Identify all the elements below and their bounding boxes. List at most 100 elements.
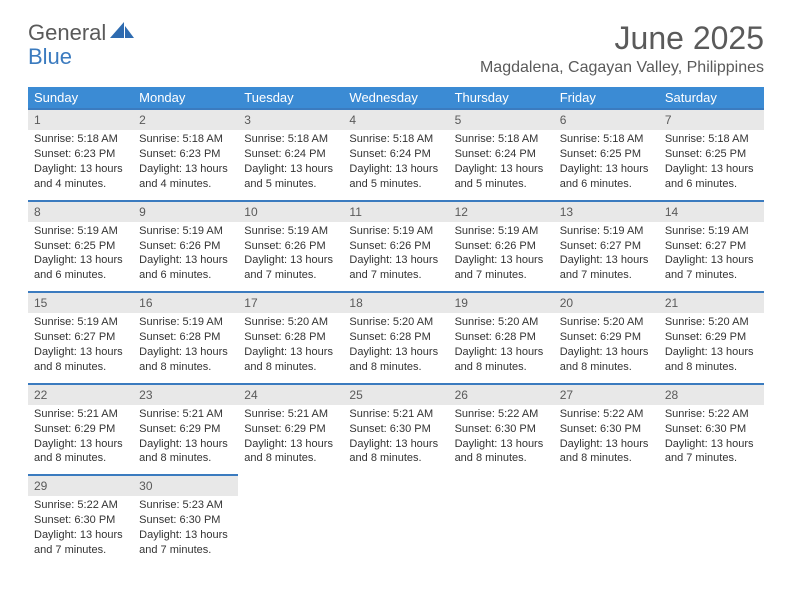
- day-body: Sunrise: 5:18 AMSunset: 6:24 PMDaylight:…: [238, 130, 343, 199]
- day-cell: 14 Sunrise: 5:19 AMSunset: 6:27 PMDayligh…: [659, 201, 764, 293]
- sunset-line: Sunset: 6:27 PM: [34, 330, 127, 345]
- sunrise-line: Sunrise: 5:18 AM: [244, 132, 337, 147]
- day-body: Sunrise: 5:21 AMSunset: 6:30 PMDaylight:…: [343, 405, 448, 474]
- month-title: June 2025: [480, 20, 764, 57]
- day-cell: [554, 475, 659, 566]
- day-body: Sunrise: 5:20 AMSunset: 6:29 PMDaylight:…: [554, 313, 659, 382]
- daylight-line: Daylight: 13 hours and 5 minutes.: [455, 162, 548, 192]
- sunset-line: Sunset: 6:25 PM: [665, 147, 758, 162]
- sunrise-line: Sunrise: 5:21 AM: [139, 407, 232, 422]
- daylight-line: Daylight: 13 hours and 8 minutes.: [560, 345, 653, 375]
- day-number: 29: [28, 476, 133, 496]
- sunset-line: Sunset: 6:26 PM: [244, 239, 337, 254]
- sail-icon: [110, 22, 134, 45]
- day-cell: 10Sunrise: 5:19 AMSunset: 6:26 PMDayligh…: [238, 201, 343, 293]
- day-body: Sunrise: 5:21 AMSunset: 6:29 PMDaylight:…: [238, 405, 343, 474]
- sunrise-line: Sunrise: 5:19 AM: [455, 224, 548, 239]
- sunrise-line: Sunrise: 5:20 AM: [560, 315, 653, 330]
- sunrise-line: Sunrise: 5:20 AM: [349, 315, 442, 330]
- day-number: 30: [133, 476, 238, 496]
- day-cell: 4Sunrise: 5:18 AMSunset: 6:24 PMDaylight…: [343, 109, 448, 201]
- sunset-line: Sunset: 6:29 PM: [665, 330, 758, 345]
- daylight-line: Daylight: 13 hours and 8 minutes.: [665, 345, 758, 375]
- sunset-line: Sunset: 6:23 PM: [139, 147, 232, 162]
- sunrise-line: Sunrise: 5:19 AM: [34, 224, 127, 239]
- col-wednesday: Wednesday: [343, 87, 448, 109]
- title-block: June 2025 Magdalena, Cagayan Valley, Phi…: [480, 20, 764, 77]
- week-row: 8Sunrise: 5:19 AMSunset: 6:25 PMDaylight…: [28, 201, 764, 293]
- day-cell: 22Sunrise: 5:21 AMSunset: 6:29 PMDayligh…: [28, 384, 133, 476]
- day-body: Sunrise: 5:22 AMSunset: 6:30 PMDaylight:…: [554, 405, 659, 474]
- day-number: 14: [659, 202, 764, 222]
- day-number: 7: [659, 110, 764, 130]
- header: General June 2025 Magdalena, Cagayan Val…: [28, 20, 764, 77]
- sunrise-line: Sunrise: 5:21 AM: [349, 407, 442, 422]
- daylight-line: Daylight: 13 hours and 8 minutes.: [455, 437, 548, 467]
- sunrise-line: Sunrise: 5:23 AM: [139, 498, 232, 513]
- day-cell: 6Sunrise: 5:18 AMSunset: 6:25 PMDaylight…: [554, 109, 659, 201]
- daylight-line: Daylight: 13 hours and 7 minutes.: [665, 437, 758, 467]
- sunset-line: Sunset: 6:30 PM: [34, 513, 127, 528]
- sunset-line: Sunset: 6:29 PM: [34, 422, 127, 437]
- daylight-line: Daylight: 13 hours and 7 minutes.: [665, 253, 758, 283]
- daylight-line: Daylight: 13 hours and 7 minutes.: [244, 253, 337, 283]
- day-cell: 8Sunrise: 5:19 AMSunset: 6:25 PMDaylight…: [28, 201, 133, 293]
- day-number: 24: [238, 385, 343, 405]
- day-number: 27: [554, 385, 659, 405]
- daylight-line: Daylight: 13 hours and 6 minutes.: [560, 162, 653, 192]
- day-number: 1: [28, 110, 133, 130]
- day-cell: 9Sunrise: 5:19 AMSunset: 6:26 PMDaylight…: [133, 201, 238, 293]
- col-monday: Monday: [133, 87, 238, 109]
- day-body: Sunrise: 5:21 AMSunset: 6:29 PMDaylight:…: [133, 405, 238, 474]
- sunset-line: Sunset: 6:27 PM: [665, 239, 758, 254]
- sunset-line: Sunset: 6:23 PM: [34, 147, 127, 162]
- day-body: Sunrise: 5:18 AMSunset: 6:24 PMDaylight:…: [343, 130, 448, 199]
- weekday-header-row: Sunday Monday Tuesday Wednesday Thursday…: [28, 87, 764, 109]
- week-row: 22Sunrise: 5:21 AMSunset: 6:29 PMDayligh…: [28, 384, 764, 476]
- day-number: 20: [554, 293, 659, 313]
- day-body: Sunrise: 5:18 AMSunset: 6:23 PMDaylight:…: [28, 130, 133, 199]
- day-body: Sunrise: 5:22 AMSunset: 6:30 PMDaylight:…: [449, 405, 554, 474]
- sunrise-line: Sunrise: 5:20 AM: [455, 315, 548, 330]
- sunset-line: Sunset: 6:30 PM: [139, 513, 232, 528]
- sunset-line: Sunset: 6:25 PM: [34, 239, 127, 254]
- sunset-line: Sunset: 6:28 PM: [349, 330, 442, 345]
- sunrise-line: Sunrise: 5:19 AM: [349, 224, 442, 239]
- daylight-line: Daylight: 13 hours and 7 minutes.: [139, 528, 232, 558]
- daylight-line: Daylight: 13 hours and 4 minutes.: [139, 162, 232, 192]
- calendar-table: Sunday Monday Tuesday Wednesday Thursday…: [28, 87, 764, 566]
- day-body: Sunrise: 5:18 AMSunset: 6:23 PMDaylight:…: [133, 130, 238, 199]
- sunset-line: Sunset: 6:25 PM: [560, 147, 653, 162]
- sunrise-line: Sunrise: 5:19 AM: [665, 224, 758, 239]
- day-body: Sunrise: 5:19 AMSunset: 6:26 PMDaylight:…: [449, 222, 554, 291]
- day-cell: 21Sunrise: 5:20 AMSunset: 6:29 PMDayligh…: [659, 292, 764, 384]
- day-cell: 12Sunrise: 5:19 AMSunset: 6:26 PMDayligh…: [449, 201, 554, 293]
- day-cell: 23Sunrise: 5:21 AMSunset: 6:29 PMDayligh…: [133, 384, 238, 476]
- day-cell: 16Sunrise: 5:19 AMSunset: 6:28 PMDayligh…: [133, 292, 238, 384]
- day-cell: 26Sunrise: 5:22 AMSunset: 6:30 PMDayligh…: [449, 384, 554, 476]
- day-number: 22: [28, 385, 133, 405]
- sunset-line: Sunset: 6:27 PM: [560, 239, 653, 254]
- sunrise-line: Sunrise: 5:18 AM: [34, 132, 127, 147]
- sunset-line: Sunset: 6:26 PM: [455, 239, 548, 254]
- week-row: 15Sunrise: 5:19 AMSunset: 6:27 PMDayligh…: [28, 292, 764, 384]
- day-body: Sunrise: 5:19 AMSunset: 6:26 PMDaylight:…: [343, 222, 448, 291]
- day-number: 13: [554, 202, 659, 222]
- day-cell: 7Sunrise: 5:18 AMSunset: 6:25 PMDaylight…: [659, 109, 764, 201]
- sunset-line: Sunset: 6:30 PM: [349, 422, 442, 437]
- sunset-line: Sunset: 6:24 PM: [455, 147, 548, 162]
- day-number: 16: [133, 293, 238, 313]
- day-cell: 25Sunrise: 5:21 AMSunset: 6:30 PMDayligh…: [343, 384, 448, 476]
- daylight-line: Daylight: 13 hours and 6 minutes.: [34, 253, 127, 283]
- day-number: 3: [238, 110, 343, 130]
- day-cell: 2Sunrise: 5:18 AMSunset: 6:23 PMDaylight…: [133, 109, 238, 201]
- daylight-line: Daylight: 13 hours and 8 minutes.: [244, 437, 337, 467]
- sunset-line: Sunset: 6:29 PM: [244, 422, 337, 437]
- daylight-line: Daylight: 13 hours and 6 minutes.: [139, 253, 232, 283]
- sunset-line: Sunset: 6:29 PM: [560, 330, 653, 345]
- day-number: 25: [343, 385, 448, 405]
- day-body: Sunrise: 5:22 AMSunset: 6:30 PMDaylight:…: [659, 405, 764, 474]
- sunrise-line: Sunrise: 5:19 AM: [139, 315, 232, 330]
- daylight-line: Daylight: 13 hours and 8 minutes.: [349, 345, 442, 375]
- sunset-line: Sunset: 6:29 PM: [139, 422, 232, 437]
